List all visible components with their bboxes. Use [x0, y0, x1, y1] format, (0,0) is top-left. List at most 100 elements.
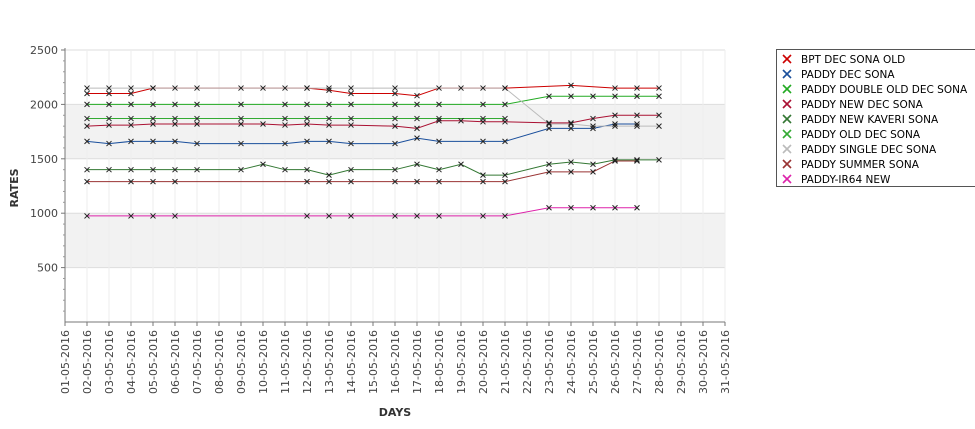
data-point-marker — [436, 101, 442, 108]
x-tick-label: 31-05-2016 — [719, 330, 732, 394]
data-point-marker — [106, 115, 112, 122]
marker-stroke — [106, 101, 112, 108]
marker-stroke — [590, 204, 596, 211]
marker-stroke — [656, 85, 662, 91]
marker-stroke — [348, 85, 354, 91]
data-point-marker — [128, 101, 134, 108]
data-point-marker — [194, 85, 200, 91]
series-markers — [84, 82, 662, 219]
data-point-marker — [326, 87, 332, 94]
data-point-marker — [84, 123, 90, 130]
marker-stroke — [634, 123, 640, 130]
marker-stroke — [634, 158, 640, 164]
x-tick-label: 13-05-2016 — [323, 330, 336, 394]
marker-stroke — [414, 161, 420, 168]
marker-stroke — [436, 213, 442, 219]
legend-item: PADDY SINGLE DEC SONA — [782, 144, 937, 156]
marker-stroke — [106, 122, 112, 128]
marker-stroke — [150, 166, 156, 173]
data-point-marker — [546, 120, 552, 126]
data-point-marker — [238, 166, 244, 173]
data-point-marker — [348, 115, 354, 122]
marker-stroke — [304, 101, 310, 108]
data-point-marker — [260, 161, 266, 168]
data-point-marker — [392, 90, 398, 97]
data-point-marker — [612, 121, 618, 127]
marker-stroke — [128, 166, 134, 173]
x-tick-label: 12-05-2016 — [301, 330, 314, 394]
marker-stroke — [128, 90, 134, 97]
data-point-marker — [282, 122, 288, 128]
data-point-marker — [480, 138, 486, 145]
marker-stroke — [590, 169, 596, 175]
marker-stroke — [392, 85, 398, 91]
marker-stroke — [502, 115, 508, 122]
data-point-marker — [502, 115, 508, 122]
marker-stroke — [84, 101, 90, 108]
legend-label: PADDY SINGLE DEC SONA — [801, 144, 937, 156]
marker-stroke — [282, 140, 288, 147]
marker-stroke — [282, 101, 288, 108]
data-point-marker — [84, 166, 90, 173]
data-point-marker — [348, 178, 354, 185]
marker-stroke — [414, 92, 420, 99]
data-point-marker — [304, 85, 310, 91]
x-tick-label: 23-05-2016 — [543, 330, 556, 394]
data-point-marker — [194, 140, 200, 147]
marker-stroke — [414, 115, 420, 122]
data-point-marker — [590, 93, 596, 100]
marker-stroke — [480, 85, 486, 91]
marker-stroke — [612, 157, 618, 163]
data-point-marker — [128, 115, 134, 122]
marker-stroke — [348, 115, 354, 122]
marker-stroke — [238, 121, 244, 127]
marker-stroke — [326, 178, 332, 185]
marker-stroke — [304, 213, 310, 219]
marker-stroke — [392, 178, 398, 185]
data-point-marker — [150, 115, 156, 122]
marker-stroke — [172, 213, 178, 219]
marker-stroke — [84, 115, 90, 122]
marker-stroke — [128, 213, 134, 219]
marker-stroke — [436, 166, 442, 173]
marker-stroke — [128, 101, 134, 108]
data-point-marker — [414, 213, 420, 219]
marker-stroke — [590, 123, 596, 130]
data-point-marker — [348, 213, 354, 219]
y-tick-label: 2000 — [30, 98, 58, 111]
marker-stroke — [326, 101, 332, 108]
marker-stroke — [106, 115, 112, 122]
legend-item: PADDY DOUBLE OLD DEC SONA — [782, 84, 968, 96]
marker-stroke — [194, 166, 200, 173]
data-point-marker — [304, 166, 310, 173]
marker-stroke — [326, 85, 332, 91]
marker-stroke — [326, 122, 332, 128]
data-point-marker — [656, 85, 662, 91]
data-point-marker — [546, 169, 552, 175]
data-point-marker — [480, 172, 486, 178]
data-point-marker — [348, 122, 354, 128]
marker-stroke — [414, 125, 420, 132]
data-point-marker — [568, 169, 574, 175]
data-point-marker — [326, 85, 332, 91]
data-point-marker — [590, 204, 596, 211]
marker-stroke — [106, 166, 112, 173]
data-point-marker — [84, 178, 90, 185]
marker-stroke — [84, 213, 90, 219]
marker-stroke — [238, 101, 244, 108]
data-point-marker — [150, 138, 156, 145]
marker-stroke — [590, 161, 596, 168]
legend-label: PADDY OLD DEC SONA — [801, 129, 921, 141]
marker-stroke — [546, 169, 552, 175]
data-point-marker — [414, 135, 420, 141]
marker-stroke — [150, 115, 156, 122]
marker-stroke — [546, 125, 552, 132]
data-point-marker — [150, 166, 156, 173]
data-point-marker — [436, 178, 442, 185]
marker-stroke — [656, 157, 662, 163]
data-point-marker — [150, 101, 156, 108]
data-point-marker — [502, 85, 508, 91]
legend-swatch — [782, 114, 792, 124]
data-point-marker — [128, 122, 134, 128]
